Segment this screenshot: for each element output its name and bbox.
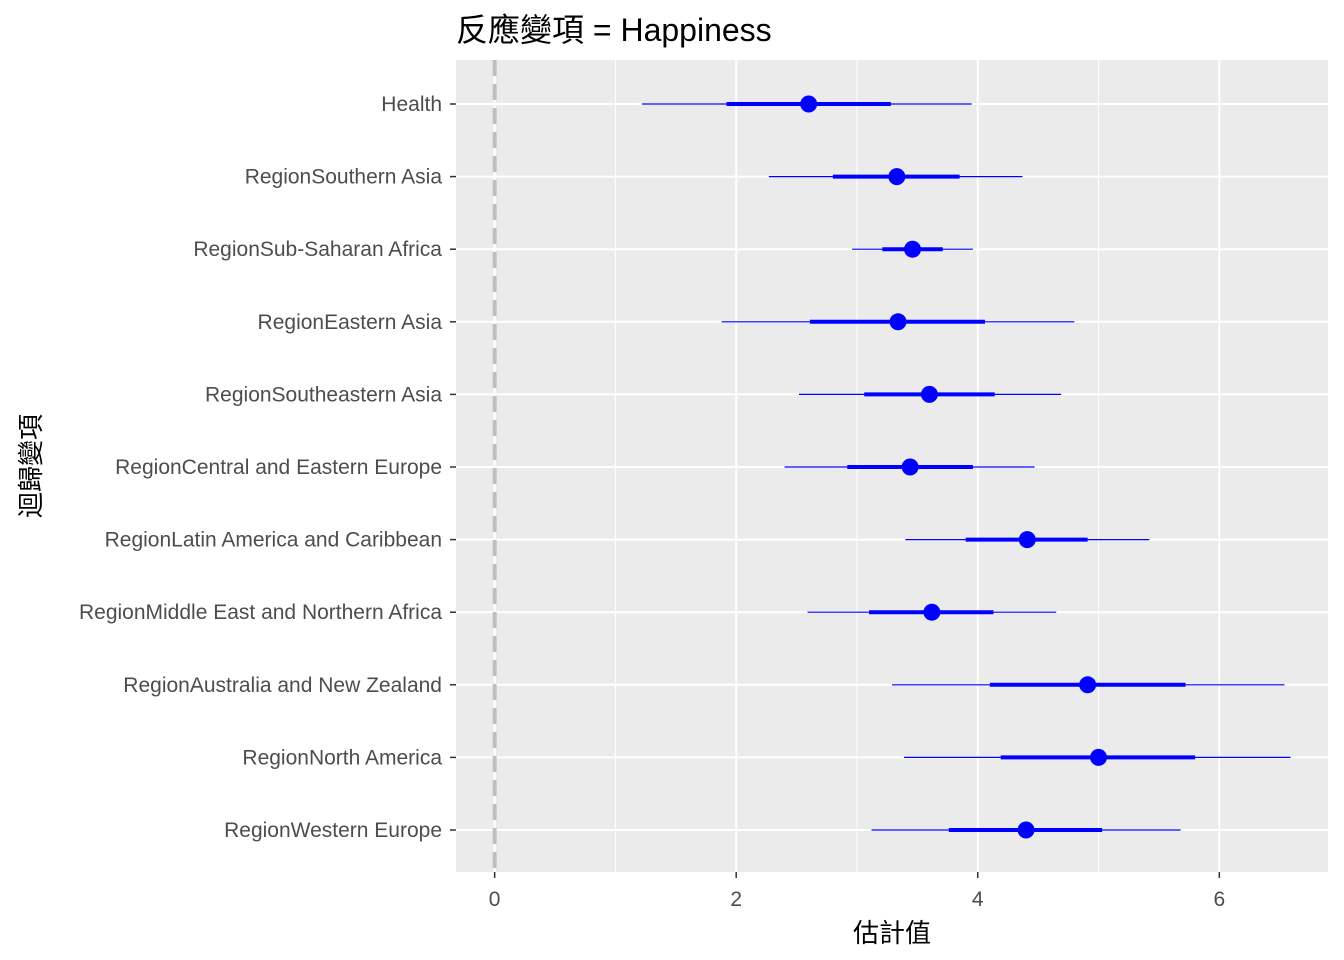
coefficient-row: [871, 821, 1181, 839]
coefficient-row: [904, 748, 1291, 766]
coefficient-row: [892, 676, 1285, 694]
estimate-point: [800, 95, 818, 113]
y-tick-label: RegionAustralia and New Zealand: [123, 674, 442, 697]
estimate-point: [889, 313, 907, 331]
x-tick-label: 0: [489, 888, 501, 911]
coefficient-row: [807, 603, 1057, 621]
y-tick-label: RegionLatin America and Caribbean: [105, 529, 442, 552]
y-tick-label: RegionSoutheastern Asia: [205, 383, 442, 406]
estimate-point: [901, 458, 919, 476]
estimate-point: [1017, 821, 1035, 839]
y-tick-label: RegionMiddle East and Northern Africa: [79, 601, 442, 624]
estimate-point: [923, 603, 941, 621]
x-tick-label: 4: [972, 888, 984, 911]
coefficient-row: [784, 458, 1035, 476]
coefficient-row: [905, 531, 1150, 549]
coefficient-row: [852, 240, 973, 258]
y-tick-label: Health: [381, 93, 442, 116]
y-tick-label: RegionEastern Asia: [258, 311, 443, 334]
y-tick-label: RegionWestern Europe: [224, 819, 442, 842]
coefficient-marks: [641, 95, 1291, 839]
x-axis-title: 估計值: [853, 919, 931, 949]
chart-title: 反應變項 = Happiness: [456, 12, 772, 48]
estimate-point: [888, 168, 906, 186]
coefficient-row: [768, 168, 1023, 186]
x-tick-label: 6: [1213, 888, 1225, 911]
coefficient-row: [721, 313, 1075, 331]
estimate-point: [1079, 676, 1097, 694]
y-axis-title: 迴歸變項: [17, 414, 47, 518]
axes: Health RegionSouthern Asia RegionSub-Sahar…: [79, 93, 1225, 911]
coefficient-row: [799, 385, 1062, 403]
y-tick-label: RegionNorth America: [242, 746, 442, 769]
estimate-point: [904, 240, 922, 258]
y-tick-label: RegionSub-Saharan Africa: [193, 238, 442, 261]
coefficient-row: [641, 95, 972, 113]
y-tick-label: RegionSouthern Asia: [245, 166, 443, 189]
estimate-point: [920, 385, 938, 403]
estimate-point: [1018, 531, 1036, 549]
y-tick-label: RegionCentral and Eastern Europe: [115, 456, 442, 479]
estimate-point: [1090, 748, 1108, 766]
x-tick-label: 2: [730, 888, 742, 911]
